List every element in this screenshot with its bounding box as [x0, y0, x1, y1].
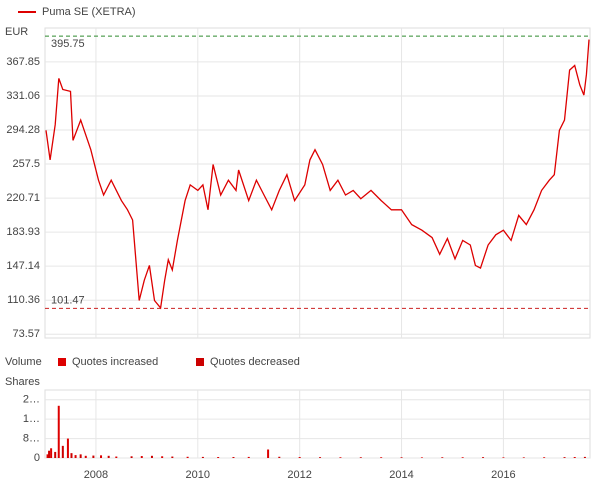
x-tick-label: 2016: [491, 469, 515, 481]
volume-bar: [339, 457, 342, 458]
x-tick-label: 2010: [186, 469, 210, 481]
volume-bar: [563, 457, 566, 458]
volume-bar: [502, 457, 505, 458]
high-line-label: 395.75: [51, 38, 85, 50]
volume-bar: [161, 456, 164, 458]
volume-bar: [50, 448, 53, 458]
volume-bar: [583, 456, 586, 458]
volume-bar: [420, 457, 423, 458]
volume-bar: [84, 455, 87, 458]
legend-label: Quotes decreased: [210, 356, 300, 368]
volume-bar: [522, 457, 525, 458]
volume-bar: [79, 454, 82, 458]
x-tick-label: 2008: [84, 469, 108, 481]
volume-bar: [171, 456, 174, 458]
volume-bar: [232, 457, 235, 458]
legend-label: Puma SE (XETRA): [42, 6, 136, 18]
volume-bar: [201, 456, 204, 458]
volume-bar: [46, 454, 49, 458]
volume-bar: [57, 405, 60, 458]
volume-bar: [267, 449, 270, 458]
volume-bar: [100, 455, 103, 458]
volume-bar: [66, 438, 69, 458]
y-unit: EUR: [5, 26, 28, 38]
y-tick-label: 1…: [23, 413, 40, 425]
volume-bar: [54, 451, 57, 458]
y-tick-label: 294.28: [6, 124, 40, 136]
volume-bar: [380, 457, 383, 458]
y-tick-label: 2…: [23, 394, 40, 406]
y-tick-label: 257.5: [12, 158, 40, 170]
volume-bar: [61, 445, 64, 458]
price-line: [45, 39, 590, 310]
volume-bar: [461, 457, 464, 458]
y-unit: Shares: [5, 376, 40, 388]
volume-title: Volume: [5, 356, 42, 368]
legend-swatch: [58, 358, 66, 366]
volume-bar: [48, 450, 51, 458]
volume-bar: [150, 455, 153, 458]
y-tick-label: 367.85: [6, 56, 40, 68]
volume-bar: [217, 457, 220, 458]
volume-bar: [319, 457, 322, 458]
y-tick-label: 331.06: [6, 90, 40, 102]
volume-bar: [247, 456, 250, 458]
volume-bar: [92, 455, 95, 458]
plot-area: [44, 27, 591, 339]
low-line-label: 101.47: [51, 294, 85, 306]
volume-bar: [543, 457, 546, 458]
y-tick-label: 8…: [23, 432, 40, 444]
legend-label: Quotes increased: [72, 356, 158, 368]
volume-bar: [359, 457, 362, 458]
y-tick-label: 220.71: [6, 192, 40, 204]
x-tick-label: 2012: [287, 469, 311, 481]
legend-swatch: [196, 358, 204, 366]
volume-bar: [441, 457, 444, 458]
y-tick-label: 73.57: [12, 328, 40, 340]
volume-bar: [107, 455, 110, 458]
volume-bar: [115, 456, 118, 458]
y-tick-label: 0: [34, 452, 40, 464]
volume-bar: [140, 456, 143, 458]
volume-bar: [400, 457, 403, 458]
y-tick-label: 147.14: [6, 260, 40, 272]
y-tick-label: 110.36: [7, 294, 40, 306]
volume-bar: [298, 457, 301, 458]
volume-bar: [130, 456, 133, 458]
volume-bar: [482, 457, 485, 458]
volume-bar: [573, 457, 576, 458]
y-tick-label: 183.93: [6, 226, 40, 238]
volume-bar: [278, 456, 281, 458]
volume-bar: [186, 456, 189, 458]
volume-bar: [74, 455, 77, 458]
volume-bar: [70, 453, 73, 458]
x-tick-label: 2014: [389, 469, 413, 481]
